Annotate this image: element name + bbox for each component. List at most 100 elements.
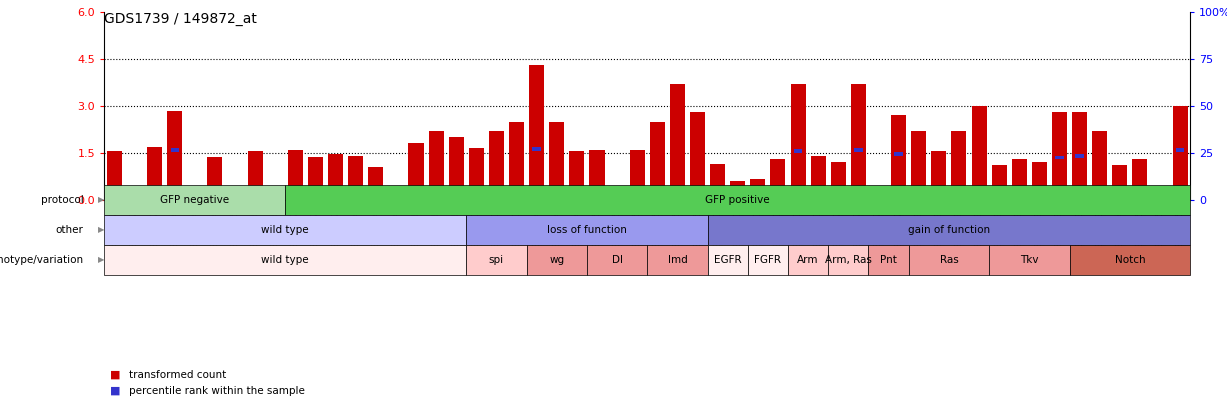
Bar xyxy=(750,179,766,200)
Bar xyxy=(231,191,239,195)
Bar xyxy=(1156,187,1164,191)
Bar xyxy=(951,131,967,200)
Bar xyxy=(130,194,139,198)
Bar xyxy=(126,191,142,200)
Bar xyxy=(734,191,742,195)
Text: GFP negative: GFP negative xyxy=(161,195,229,205)
Bar xyxy=(188,192,202,200)
Text: loss of function: loss of function xyxy=(547,225,627,234)
Text: transformed count: transformed count xyxy=(129,370,226,379)
Text: Arm: Arm xyxy=(798,255,818,264)
Text: ▶: ▶ xyxy=(98,225,104,234)
Bar xyxy=(552,188,561,192)
Bar xyxy=(449,137,464,200)
Bar xyxy=(110,191,119,195)
Bar xyxy=(452,190,460,193)
Bar xyxy=(529,65,545,200)
Bar xyxy=(331,191,340,195)
Bar xyxy=(633,190,642,194)
Bar xyxy=(814,191,822,195)
Text: spi: spi xyxy=(488,255,504,264)
Bar xyxy=(428,131,444,200)
Bar xyxy=(308,158,323,200)
Bar xyxy=(573,190,582,193)
Bar xyxy=(912,131,926,200)
Bar xyxy=(488,131,504,200)
Bar xyxy=(207,158,222,200)
Bar xyxy=(854,148,863,152)
Text: Tkv: Tkv xyxy=(1020,255,1038,264)
Bar xyxy=(975,188,983,192)
Bar xyxy=(412,190,420,194)
Text: other: other xyxy=(55,225,83,234)
Bar xyxy=(288,150,303,200)
Bar xyxy=(190,192,199,196)
Text: wild type: wild type xyxy=(261,255,309,264)
Bar xyxy=(492,188,501,192)
Text: Arm, Ras: Arm, Ras xyxy=(825,255,871,264)
Bar xyxy=(291,190,299,194)
Text: GFP positive: GFP positive xyxy=(706,195,771,205)
Bar xyxy=(972,106,987,200)
Bar xyxy=(674,188,681,192)
Bar xyxy=(509,122,524,200)
Bar xyxy=(894,152,903,156)
Bar xyxy=(1052,112,1067,200)
Text: Dl: Dl xyxy=(611,255,622,264)
Bar xyxy=(248,151,263,200)
Bar xyxy=(914,190,923,193)
Bar xyxy=(1136,190,1144,193)
Bar xyxy=(432,188,440,192)
Bar xyxy=(1012,159,1027,200)
Text: percentile rank within the sample: percentile rank within the sample xyxy=(129,386,304,396)
Bar xyxy=(147,147,162,200)
Bar xyxy=(690,112,706,200)
Text: ■: ■ xyxy=(110,370,121,379)
Bar xyxy=(328,154,344,200)
Bar xyxy=(388,193,404,200)
Bar xyxy=(875,192,882,196)
Bar xyxy=(850,84,866,200)
Text: genotype/variation: genotype/variation xyxy=(0,255,83,264)
Text: wild type: wild type xyxy=(261,225,309,234)
Bar xyxy=(774,190,782,193)
Bar xyxy=(1072,112,1087,200)
Text: Notch: Notch xyxy=(1114,255,1145,264)
Bar xyxy=(1036,192,1043,195)
Text: protocol: protocol xyxy=(40,195,83,205)
Bar xyxy=(211,188,220,192)
Text: ▶: ▶ xyxy=(98,255,104,264)
Bar xyxy=(368,167,383,200)
Bar xyxy=(650,122,665,200)
Bar xyxy=(935,191,944,195)
Bar xyxy=(409,143,423,200)
Bar xyxy=(710,164,725,200)
Bar xyxy=(991,165,1006,200)
Bar xyxy=(348,156,363,200)
Bar xyxy=(1032,162,1047,200)
Bar xyxy=(1015,192,1023,195)
Text: gain of function: gain of function xyxy=(908,225,990,234)
Bar xyxy=(1075,154,1083,158)
Bar xyxy=(891,115,907,200)
Text: ▶: ▶ xyxy=(98,195,104,204)
Bar xyxy=(171,148,179,152)
Bar xyxy=(151,188,158,192)
Bar xyxy=(351,192,360,195)
Bar xyxy=(693,190,702,193)
Text: Ras: Ras xyxy=(940,255,958,264)
Text: wg: wg xyxy=(550,255,564,264)
Bar xyxy=(227,197,243,200)
Bar xyxy=(550,122,564,200)
Bar xyxy=(312,190,319,193)
Bar xyxy=(1152,198,1168,200)
Bar xyxy=(589,150,605,200)
Bar xyxy=(955,187,963,191)
Bar xyxy=(995,191,1004,195)
Bar xyxy=(670,84,685,200)
Bar xyxy=(771,159,785,200)
Bar xyxy=(794,149,802,153)
Bar xyxy=(1096,190,1104,194)
Text: Pnt: Pnt xyxy=(880,255,897,264)
Text: GDS1739 / 149872_at: GDS1739 / 149872_at xyxy=(104,12,258,26)
